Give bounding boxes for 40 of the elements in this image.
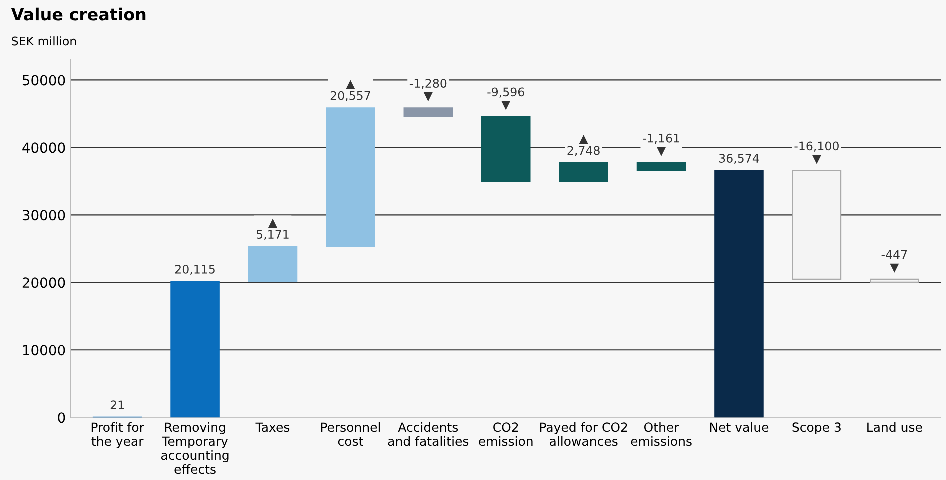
x-tick-label: Land use — [868, 422, 922, 432]
data-label: 20,115 — [175, 264, 215, 276]
bar — [404, 108, 454, 118]
y-tick-label: 50000 — [22, 75, 66, 86]
x-tick-label: Accidents and fatalities — [388, 422, 469, 446]
x-tick-label: Removing Temporary accounting effects — [161, 422, 229, 474]
x-tick-label: Personnel cost — [321, 422, 380, 446]
bar — [792, 170, 842, 280]
data-label: ▲ 5,171 — [257, 218, 289, 240]
bar — [170, 281, 220, 418]
y-tick-label: 30000 — [22, 210, 66, 221]
data-label: ▲ 2,748 — [568, 135, 600, 156]
x-tick-label: CO2 emission — [479, 422, 533, 446]
bar — [714, 170, 764, 418]
data-label: ▲ 20,557 — [330, 80, 370, 102]
x-tick-label: Other emissions — [631, 422, 692, 446]
data-label: -447 ▼ — [882, 250, 908, 273]
bar — [481, 116, 531, 182]
bar — [870, 278, 920, 284]
data-label: -1,280 ▼ — [410, 79, 447, 102]
x-tick-label: Net value — [710, 422, 769, 432]
y-tick-label: 0 — [58, 412, 66, 424]
data-label: -9,596 ▼ — [488, 88, 524, 110]
data-label: 36,574 — [719, 154, 760, 164]
x-tick-label: Taxes — [256, 422, 290, 432]
y-tick-label: 20000 — [22, 278, 66, 288]
bar — [326, 108, 376, 248]
x-tick-label: Payed for CO2 allowances — [540, 422, 628, 446]
x-tick-label: Profit for the year — [92, 422, 144, 449]
bar — [559, 162, 608, 182]
y-tick-label: 40000 — [22, 142, 66, 154]
bar — [248, 246, 298, 282]
y-tick-label: 10000 — [23, 345, 66, 356]
data-label: -1,161 ▼ — [643, 134, 680, 156]
chart-title: Value creation — [11, 8, 146, 21]
y-axis-title: SEK million — [12, 36, 76, 46]
data-label: 21 — [110, 400, 124, 410]
x-tick-label: Scope 3 — [792, 422, 841, 435]
bar — [636, 162, 686, 172]
data-label: -16,100 ▼ — [794, 142, 839, 164]
